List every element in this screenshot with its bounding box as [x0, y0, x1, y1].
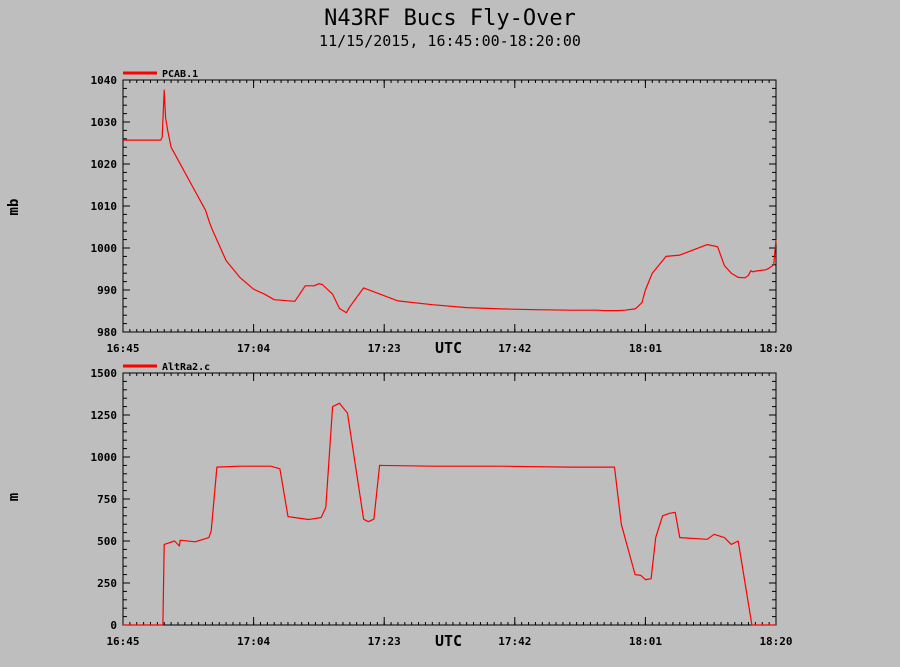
xtick-label: 18:20 — [759, 635, 792, 648]
ytick-label: 1030 — [91, 116, 118, 129]
y-axis-label: mb — [6, 199, 22, 216]
plot-frame-1 — [122, 79, 777, 333]
ytick-label: 1250 — [91, 409, 118, 422]
chart-subtitle: 11/15/2015, 16:45:00-18:20:00 — [319, 32, 581, 50]
xtick-label: 18:01 — [629, 342, 662, 355]
x-axis-label: UTC — [435, 632, 462, 650]
xtick-label: 18:20 — [759, 342, 792, 355]
ytick-label: 1000 — [91, 451, 118, 464]
ytick-label: 1010 — [91, 200, 118, 213]
xtick-label: 17:23 — [368, 342, 401, 355]
ytick-label: 1020 — [91, 158, 118, 171]
legend-label-1: PCAB.1 — [162, 69, 198, 80]
ytick-label: 1040 — [91, 74, 118, 87]
ytick-label: 0 — [110, 619, 117, 632]
xtick-label: 17:23 — [368, 635, 401, 648]
xtick-label: 17:04 — [237, 342, 270, 355]
x-axis-label: UTC — [435, 339, 462, 357]
ytick-label: 250 — [97, 577, 117, 590]
plot-frame-2 — [122, 372, 777, 626]
ytick-label: 1500 — [91, 367, 118, 380]
xtick-label: 17:42 — [498, 342, 531, 355]
ytick-label: 1000 — [91, 242, 118, 255]
ytick-label: 980 — [97, 326, 117, 339]
series-line-1 — [123, 89, 777, 314]
y-axis-label: m — [6, 493, 22, 501]
xtick-label: 17:42 — [498, 635, 531, 648]
ytick-label: 990 — [97, 284, 117, 297]
chart-title: N43RF Bucs Fly-Over — [324, 6, 576, 31]
series-line-2 — [123, 402, 776, 626]
legend-label-2: AltRa2.c — [162, 362, 210, 373]
ytick-label: 500 — [97, 535, 117, 548]
xtick-label: 18:01 — [629, 635, 662, 648]
ytick-label: 750 — [97, 493, 117, 506]
xtick-label: 17:04 — [237, 635, 270, 648]
xtick-label: 16:45 — [106, 342, 139, 355]
xtick-label: 16:45 — [106, 635, 139, 648]
